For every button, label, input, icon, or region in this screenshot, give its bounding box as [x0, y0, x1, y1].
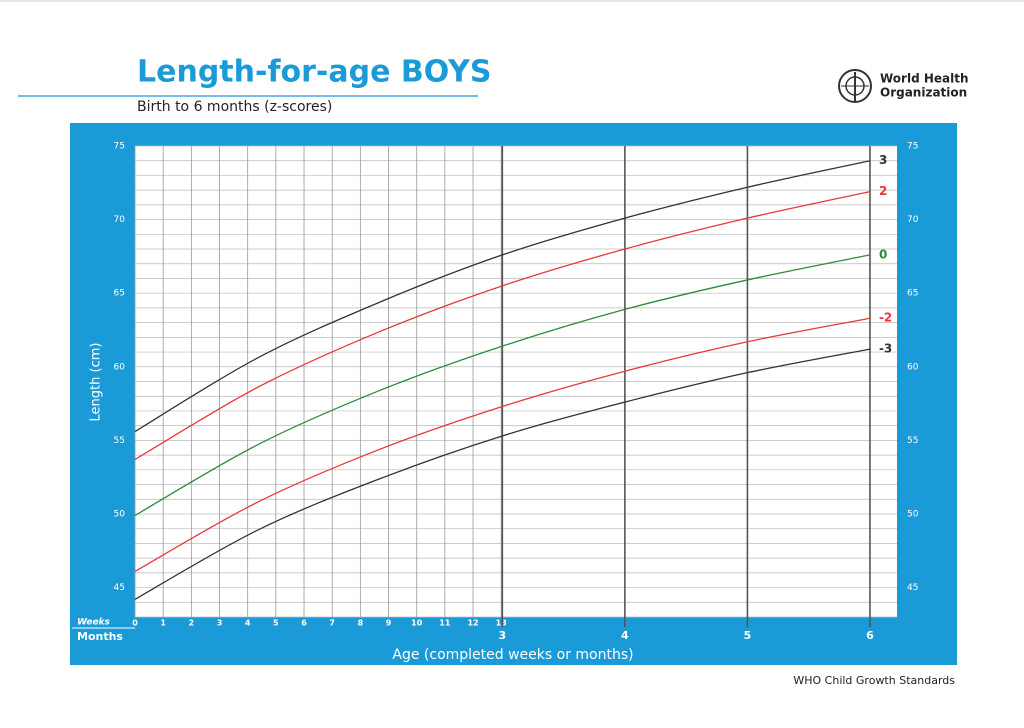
logo-text: Organization: [880, 86, 967, 100]
y-tick-label-right: 75: [907, 142, 918, 152]
subtitle: Birth to 6 months (z-scores): [137, 99, 332, 115]
month-tick-label: 3: [499, 629, 507, 642]
z-score-line: [134, 348, 871, 600]
y-tick-label-right: 70: [907, 215, 919, 225]
footer: WHO Child Growth Standards: [793, 674, 955, 687]
week-tick-label: 4: [245, 619, 251, 628]
week-tick-label: 3: [217, 619, 223, 628]
y-axis-title: Length (cm): [89, 343, 104, 422]
series-label: -2: [879, 311, 892, 325]
y-tick-label: 55: [114, 436, 125, 446]
series-label: -3: [879, 342, 892, 356]
title: Length-for-age BOYS: [137, 55, 492, 90]
y-tick-label-right: 55: [907, 436, 918, 446]
week-tick-label: 8: [358, 619, 364, 628]
week-tick-label: 6: [301, 619, 307, 628]
z-score-line: [134, 254, 871, 517]
z-score-line: [134, 160, 871, 433]
z-score-line: [134, 317, 871, 572]
week-tick-label: 7: [329, 619, 335, 628]
logo-text: World Health: [880, 72, 969, 86]
y-tick-label-right: 45: [907, 583, 918, 593]
y-tick-label: 75: [114, 142, 125, 152]
y-tick-label: 70: [114, 215, 126, 225]
z-score-line: [134, 190, 871, 461]
who-logo: [838, 69, 872, 103]
week-tick-label: 9: [386, 619, 392, 628]
y-tick-label: 65: [114, 289, 125, 299]
week-tick-label: 12: [467, 619, 478, 628]
week-tick-label: 11: [439, 619, 451, 628]
x-axis-title: Age (completed weeks or months): [392, 647, 633, 663]
y-tick-label-right: 65: [907, 289, 918, 299]
series-label: 3: [879, 153, 887, 167]
series-label: 2: [879, 184, 887, 198]
week-tick-label: 0: [132, 619, 138, 628]
y-tick-label: 60: [114, 362, 126, 372]
y-tick-label-right: 50: [907, 509, 919, 519]
y-tick-label-right: 60: [907, 362, 919, 372]
week-tick-label: 5: [273, 619, 279, 628]
month-tick-label: 5: [744, 629, 752, 642]
month-tick-label: 6: [866, 629, 874, 642]
week-tick-label: 10: [411, 619, 423, 628]
y-tick-label: 45: [114, 583, 125, 593]
month-tick-label: 4: [621, 629, 629, 642]
week-tick-label: 2: [189, 619, 195, 628]
week-tick-label: 13: [496, 619, 507, 628]
y-tick-label: 50: [114, 509, 126, 519]
series-label: 0: [879, 247, 887, 261]
weeks-label: Weeks: [77, 618, 111, 628]
months-label: Months: [77, 630, 123, 643]
week-tick-label: 1: [160, 619, 166, 628]
